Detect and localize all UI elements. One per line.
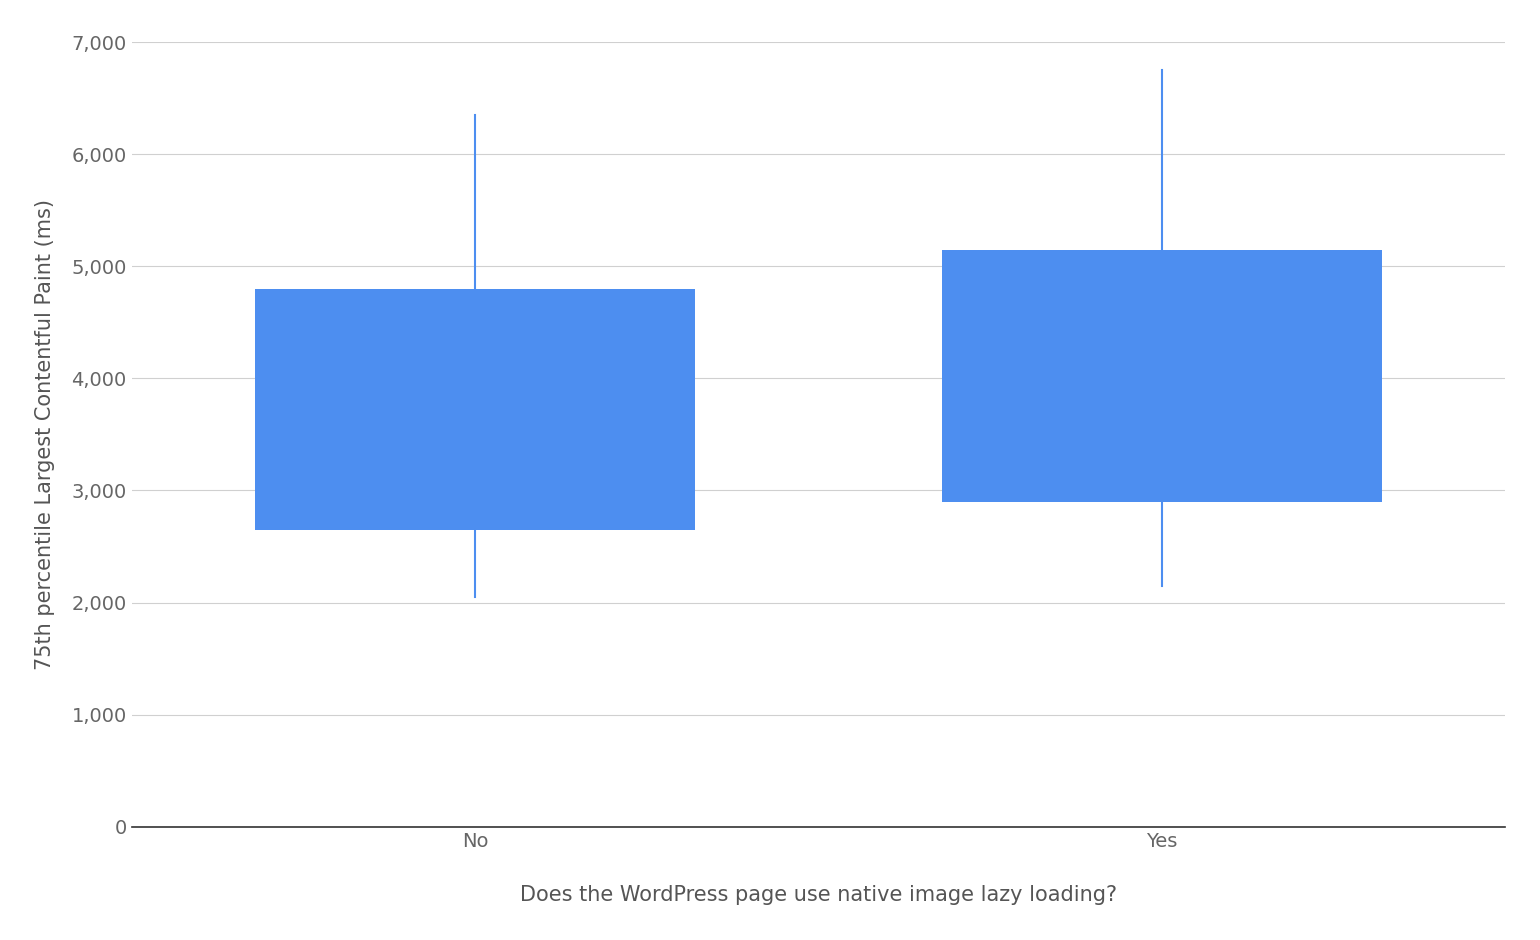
- X-axis label: Does the WordPress page use native image lazy loading?: Does the WordPress page use native image…: [521, 885, 1116, 905]
- Bar: [942, 249, 1381, 502]
- Bar: [256, 289, 695, 530]
- Y-axis label: 75th percentile Largest Contentful Paint (ms): 75th percentile Largest Contentful Paint…: [35, 199, 55, 670]
